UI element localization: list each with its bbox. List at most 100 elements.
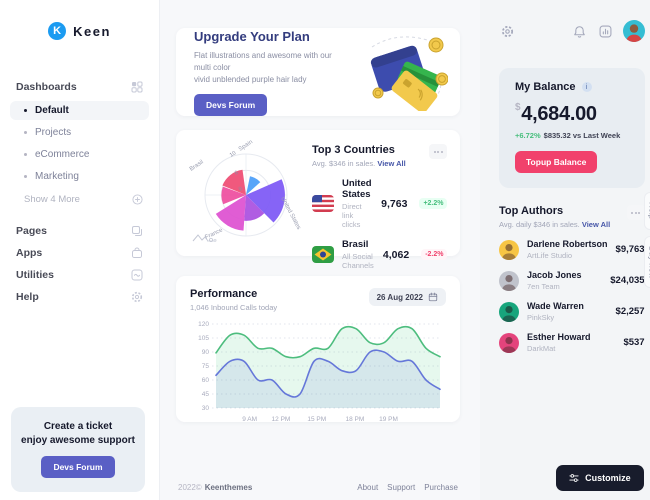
wallet-illustration (350, 33, 450, 111)
us-flag-icon (312, 195, 334, 212)
performance-title: Performance (190, 288, 258, 300)
svg-text:19 PM: 19 PM (379, 416, 398, 423)
svg-text:12 PM: 12 PM (272, 416, 291, 423)
change-badge: +2.2% (419, 198, 448, 209)
svg-text:9 AM: 9 AM (242, 416, 257, 423)
plus-circle-icon (132, 194, 143, 205)
sidebar-item-projects[interactable]: Projects (10, 123, 149, 142)
wave-icon (131, 269, 143, 281)
brand-logo[interactable]: K Keen (0, 0, 159, 48)
sidebar-item-help[interactable]: Help (0, 286, 159, 308)
support-card-title: Create a ticket enjoy awesome support (21, 421, 135, 446)
country-row: United States Direct link clicks 9,763 +… (312, 178, 448, 229)
stats-icon[interactable] (597, 23, 614, 40)
help-tab[interactable]: Help (643, 192, 650, 230)
sidebar: K Keen Dashboards Default Projects eComm… (0, 0, 160, 500)
upgrade-description: Flat illustrations and awesome with our … (194, 50, 332, 84)
keen-logo-icon: K (48, 22, 67, 40)
main-content: Upgrade Your Plan Flat illustrations and… (160, 0, 480, 500)
buy-now-tab[interactable]: Buy now (643, 235, 650, 289)
copy-icon (131, 225, 143, 237)
avatar (499, 270, 519, 291)
sidebar-item-ecommerce[interactable]: eCommerce (10, 145, 149, 164)
view-all-link[interactable]: View All (377, 159, 406, 168)
card-menu-button[interactable] (429, 144, 448, 159)
country-value: 4,062 (382, 248, 410, 261)
right-panel: My Balance i $4,684.00 +6.72% $835.32 vs … (480, 0, 650, 500)
show-more-button[interactable]: Show 4 More (0, 189, 159, 210)
balance-amount: $4,684.00 (515, 102, 597, 125)
gear-icon[interactable] (499, 23, 516, 40)
sidebar-item-apps[interactable]: Apps (0, 242, 159, 264)
performance-card: Performance 1,046 Inbound Calls today 26… (176, 276, 460, 423)
author-row: Jacob Jones 7en Team $24,035 (499, 270, 645, 291)
grid-icon (131, 81, 143, 93)
performance-chart: 30 45 60 75 90 105 120 9 AM 12 PM 15 PM 18 PM 19 PM (198, 321, 441, 423)
info-icon[interactable]: i (581, 82, 592, 92)
sidebar-item-marketing[interactable]: Marketing (10, 167, 149, 186)
date-picker[interactable]: 26 Aug 2022 (368, 288, 446, 306)
footer-link-support[interactable]: Support (387, 483, 416, 492)
bullet-icon (24, 153, 27, 156)
bullet-icon (24, 175, 27, 178)
edge-tabs: Help Buy now (635, 192, 650, 289)
footer-link-purchase[interactable]: Purchase (424, 483, 458, 492)
authors-subtitle: Avg. daily $346 in sales. View All (499, 220, 611, 229)
svg-text:60: 60 (202, 377, 210, 384)
country-value: 9,763 (381, 197, 408, 210)
countries-title: Top 3 Countries (312, 144, 395, 156)
top-authors: Top Authors Avg. daily $346 in sales. Vi… (499, 205, 645, 353)
author-amount: $2,257 (615, 306, 645, 317)
avatar (499, 332, 519, 353)
devs-forum-button[interactable]: Devs Forum (41, 456, 115, 478)
balance-title: My Balance (515, 81, 576, 93)
gear-icon (131, 291, 143, 303)
keenthemes-link[interactable]: Keenthemes (204, 483, 253, 492)
sidebar-item-default[interactable]: Default (10, 101, 149, 120)
bag-icon (131, 247, 143, 259)
footer: 2022© Keenthemes About Support Purchase (176, 477, 460, 500)
author-amount: $9,763 (615, 244, 645, 255)
svg-text:45: 45 (202, 391, 210, 398)
country-row: Brasil All Social Channels 4,062 -2.2% (312, 239, 448, 270)
change-badge: -2.2% (421, 249, 448, 260)
svg-text:105: 105 (198, 335, 209, 342)
view-all-link[interactable]: View All (581, 220, 611, 229)
svg-text:6: 6 (234, 170, 240, 177)
sidebar-nav: Dashboards Default Projects eCommerce Ma… (0, 48, 159, 308)
copyright: 2022© Keenthemes (178, 483, 253, 492)
svg-text:0: 0 (238, 186, 244, 193)
countries-subtitle: Avg. $346 in sales. View All (312, 159, 406, 168)
devs-forum-button[interactable]: Devs Forum (194, 93, 268, 116)
balance-delta: +6.72% $835.32 vs Last Week (515, 131, 621, 140)
svg-text:18 PM: 18 PM (345, 416, 364, 423)
bullet-icon (24, 109, 27, 112)
author-amount: $24,035 (610, 275, 645, 286)
avatar (499, 301, 519, 322)
user-avatar[interactable] (622, 20, 645, 42)
upgrade-title: Upgrade Your Plan (194, 28, 310, 44)
svg-text:30: 30 (202, 405, 210, 412)
svg-text:10: 10 (229, 150, 237, 158)
support-card: Create a ticket enjoy awesome support De… (11, 407, 145, 492)
sidebar-item-pages[interactable]: Pages (0, 220, 159, 242)
authors-title: Top Authors (499, 205, 564, 217)
brand-name: Keen (73, 23, 111, 39)
svg-text:15 PM: 15 PM (307, 416, 326, 423)
bell-icon[interactable] (571, 23, 588, 40)
author-row: Darlene Robertson ArtLife Studio $9,763 (499, 239, 645, 260)
upgrade-plan-card: Upgrade Your Plan Flat illustrations and… (176, 28, 460, 116)
svg-text:90: 90 (202, 349, 210, 356)
avatar (499, 239, 519, 260)
customize-button[interactable]: Customize (556, 465, 644, 491)
performance-subtitle: 1,046 Inbound Calls today (190, 303, 278, 312)
card-menu-button[interactable] (626, 205, 645, 220)
sidebar-item-dashboards[interactable]: Dashboards (0, 76, 159, 98)
topup-balance-button[interactable]: Topup Balance (515, 151, 598, 173)
my-balance-card: My Balance i $4,684.00 +6.72% $835.32 vs … (499, 68, 645, 188)
footer-link-about[interactable]: About (357, 483, 379, 492)
mountains-doodle-icon (192, 230, 218, 248)
sidebar-item-utilities[interactable]: Utilities (0, 264, 159, 286)
